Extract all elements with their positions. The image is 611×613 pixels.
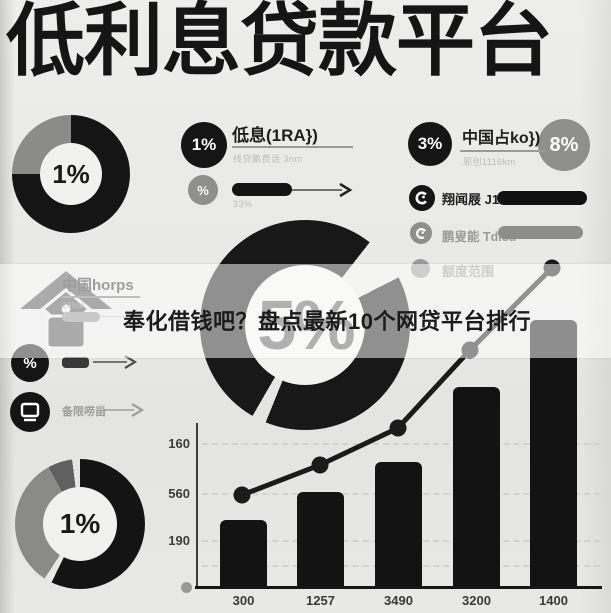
left-percent-pill: [62, 357, 89, 368]
china-badge-right: 8%: [538, 119, 590, 171]
bar: [297, 492, 344, 587]
arrow-right-icon: [93, 355, 138, 369]
line-point: [233, 486, 251, 504]
bar: [375, 462, 422, 587]
low-interest-title: 低息(1RA}): [232, 126, 318, 145]
monitor-badge: [10, 392, 50, 432]
low-interest-subtitle: 线贷鹏费话 3nm: [233, 154, 303, 164]
line-point: [389, 419, 407, 437]
overlay-band: [0, 264, 611, 358]
donut-hole: 1%: [40, 143, 102, 205]
bar: [530, 320, 577, 587]
x-axis: [195, 586, 602, 589]
donut-chart-bottom-left: 1%: [15, 459, 145, 589]
donut-value: 1%: [52, 158, 90, 189]
china-title: 中国占ko}): [462, 130, 541, 147]
bar: [220, 520, 267, 587]
monitor-row-label: 备限唠甾: [62, 406, 106, 418]
x-tick-label: 3490: [384, 593, 413, 608]
low-interest-badge: 1%: [181, 122, 227, 168]
donut-chart-top-left: 1%: [12, 115, 130, 233]
crescent-icon: [415, 227, 427, 239]
axis-origin-dot: [181, 582, 192, 593]
row2-pill: [498, 226, 583, 239]
arrow-right-icon: [292, 182, 353, 198]
progress-pill: [232, 183, 292, 196]
china-badge-left: 3%: [408, 122, 452, 166]
low-interest-note: 33%: [233, 199, 253, 209]
divider: [460, 150, 546, 152]
crescent-icon: [415, 191, 429, 205]
row2-badge: [410, 222, 432, 244]
donut-hole: 1%: [43, 487, 117, 561]
x-tick-label: 1257: [306, 593, 335, 608]
bar: [453, 387, 500, 587]
x-tick-label: 300: [232, 593, 255, 608]
overlay-headline: 奉化借钱吧？盘点最新10个网贷平台排行: [123, 309, 531, 334]
y-tick-label: 560: [168, 486, 190, 501]
y-tick-label: 160: [168, 436, 190, 451]
row1-pill: [497, 191, 587, 205]
line-point: [311, 456, 329, 474]
x-tick-label: 1400: [539, 593, 568, 608]
donut-value: 1%: [59, 508, 101, 539]
x-tick-label: 3200: [462, 593, 491, 608]
y-tick-label: 190: [168, 533, 190, 548]
gridline: [202, 443, 600, 445]
arrow-right-icon: [104, 403, 145, 417]
monitor-icon: [20, 402, 40, 422]
percent-badge: %: [188, 175, 218, 205]
row2-label: 鹏叟能 Tdied: [442, 230, 517, 244]
y-axis: [196, 423, 198, 588]
row1-badge: [409, 185, 435, 211]
page-title: 低利息贷款平台: [6, 0, 553, 85]
divider: [232, 146, 353, 148]
china-subtitle: 邪创1116km: [463, 157, 516, 167]
